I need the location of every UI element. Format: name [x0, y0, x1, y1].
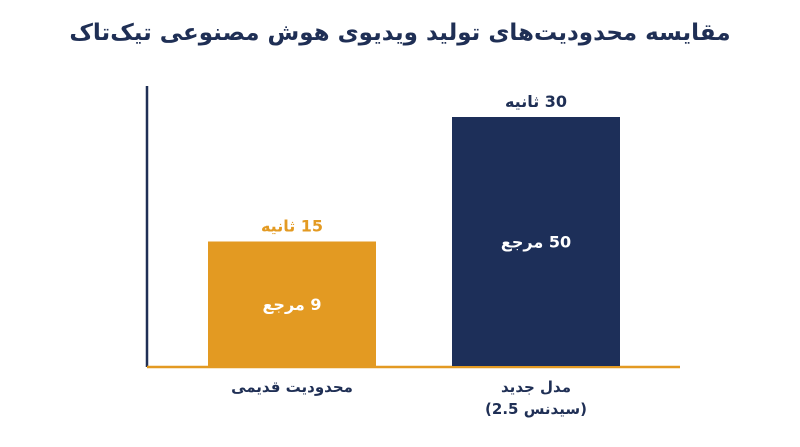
value-label: 30 ثانیه	[505, 92, 567, 111]
bar	[452, 117, 620, 366]
bar	[208, 241, 376, 366]
chart-title: مقایسه محدودیت‌های تولید ویدیوی هوش مصنو…	[69, 20, 731, 46]
category-label: محدودیت قدیمی	[231, 378, 353, 396]
category-label: (سیدنس 2.5)	[485, 400, 587, 418]
category-label: مدل جدید	[501, 378, 571, 396]
bar-inner-label: 9 مرجع	[262, 295, 321, 314]
bar-inner-label: 50 مرجع	[501, 233, 571, 252]
value-label: 15 ثانیه	[261, 217, 323, 236]
